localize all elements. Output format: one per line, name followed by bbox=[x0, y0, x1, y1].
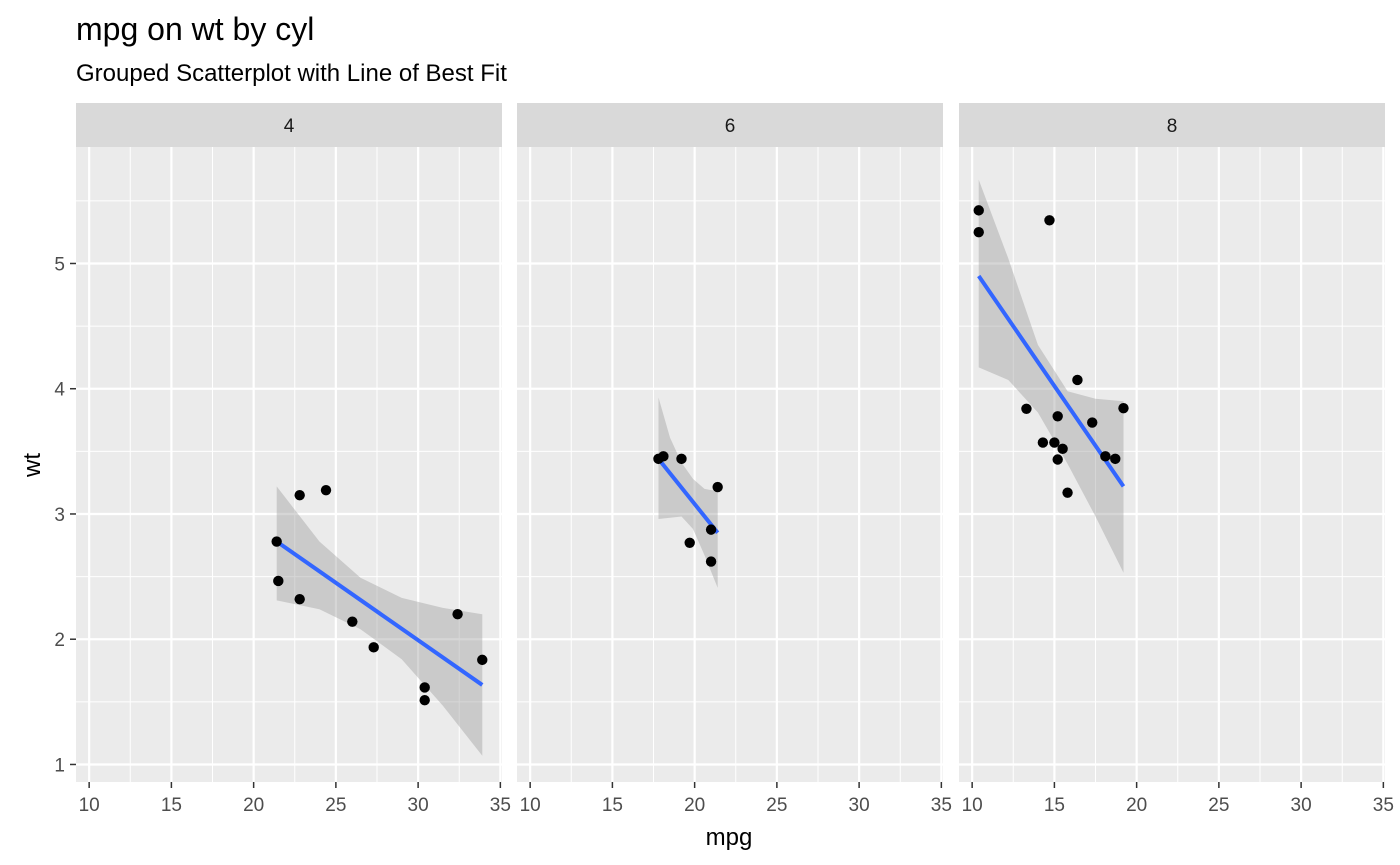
data-point bbox=[1052, 454, 1063, 465]
x-tick-label: 30 bbox=[1291, 795, 1312, 816]
data-point bbox=[271, 536, 282, 547]
chart-subtitle: Grouped Scatterplot with Line of Best Fi… bbox=[76, 60, 507, 87]
data-point bbox=[1052, 411, 1063, 422]
y-axis: 1 2 3 4 5 bbox=[54, 254, 76, 776]
data-point bbox=[712, 481, 723, 493]
data-point bbox=[705, 524, 717, 535]
data-point bbox=[1072, 374, 1083, 386]
data-point bbox=[1100, 451, 1111, 462]
y-tick-label: 1 bbox=[54, 755, 65, 776]
x-tick-label: 20 bbox=[684, 795, 705, 816]
facet-strip bbox=[959, 103, 1385, 147]
y-tick-label: 4 bbox=[54, 380, 65, 401]
data-point bbox=[320, 484, 332, 496]
x-tick-label: 30 bbox=[408, 795, 429, 816]
y-tick-label: 3 bbox=[54, 505, 65, 526]
facet-strip bbox=[517, 103, 943, 147]
x-tick-label: 15 bbox=[161, 795, 182, 816]
fit-line bbox=[275, 539, 484, 687]
x-tick-label: 10 bbox=[79, 795, 100, 816]
data-point bbox=[676, 453, 687, 465]
data-point bbox=[1044, 215, 1055, 226]
data-point bbox=[294, 593, 305, 605]
x-tick-label: 35 bbox=[931, 795, 952, 816]
x-tick-label: 10 bbox=[962, 795, 983, 816]
x-tick-label: 20 bbox=[1126, 795, 1147, 816]
x-tick-label: 25 bbox=[766, 795, 787, 816]
data-point bbox=[419, 682, 430, 693]
x-tick-label: 25 bbox=[325, 795, 346, 816]
data-point bbox=[1110, 453, 1121, 465]
data-point bbox=[973, 205, 984, 216]
y-tick-label: 2 bbox=[54, 630, 65, 651]
facet-panels: 4 10 15 20 25 30 35 6 10 15 20 25 30 35 8 10 15 20 25 30 35 bbox=[76, 103, 1394, 816]
data-point bbox=[684, 537, 695, 548]
chart-title: mpg on wt by cyl bbox=[76, 11, 314, 47]
y-axis-title: wt bbox=[19, 453, 46, 478]
data-point bbox=[1062, 487, 1073, 498]
data-point bbox=[1021, 403, 1032, 414]
facet-panel-6: 6 10 15 20 25 30 35 bbox=[517, 103, 952, 816]
data-point bbox=[368, 642, 379, 653]
data-point bbox=[294, 489, 305, 501]
data-point bbox=[419, 695, 430, 706]
data-point bbox=[1057, 443, 1068, 455]
panel-background bbox=[517, 147, 943, 782]
facet-strip-label: 8 bbox=[1167, 116, 1178, 137]
data-point bbox=[347, 616, 358, 627]
data-point bbox=[653, 453, 664, 465]
data-point bbox=[1118, 402, 1129, 414]
y-tick-label: 5 bbox=[54, 254, 65, 275]
panel-background bbox=[959, 147, 1385, 782]
facet-strip-label: 6 bbox=[725, 116, 736, 137]
x-tick-label: 15 bbox=[1044, 795, 1065, 816]
fit-line bbox=[977, 274, 1126, 488]
data-point bbox=[1049, 437, 1060, 448]
x-tick-label: 30 bbox=[849, 795, 870, 816]
facet-panel-8: 8 10 15 20 25 30 35 bbox=[959, 103, 1394, 816]
data-point bbox=[705, 556, 717, 567]
data-point bbox=[1037, 437, 1049, 448]
x-tick-label: 15 bbox=[602, 795, 623, 816]
confidence-ribbon bbox=[978, 179, 1124, 573]
facet-strip bbox=[76, 103, 502, 147]
data-point bbox=[452, 608, 463, 620]
data-point bbox=[1087, 417, 1098, 428]
x-tick-label: 25 bbox=[1208, 795, 1229, 816]
facet-panel-4: 4 10 15 20 25 30 35 bbox=[76, 103, 511, 816]
x-tick-label: 35 bbox=[1373, 795, 1394, 816]
x-tick-label: 35 bbox=[490, 795, 511, 816]
fit-line bbox=[656, 457, 720, 535]
facet-strip-label: 4 bbox=[284, 116, 295, 137]
data-point bbox=[273, 575, 284, 587]
panel-background bbox=[76, 147, 502, 782]
data-point bbox=[477, 654, 488, 666]
x-tick-label: 20 bbox=[243, 795, 264, 816]
x-axis-title: mpg bbox=[706, 824, 753, 851]
x-tick-label: 10 bbox=[520, 795, 541, 816]
data-point bbox=[973, 226, 984, 238]
confidence-ribbon bbox=[276, 486, 483, 756]
